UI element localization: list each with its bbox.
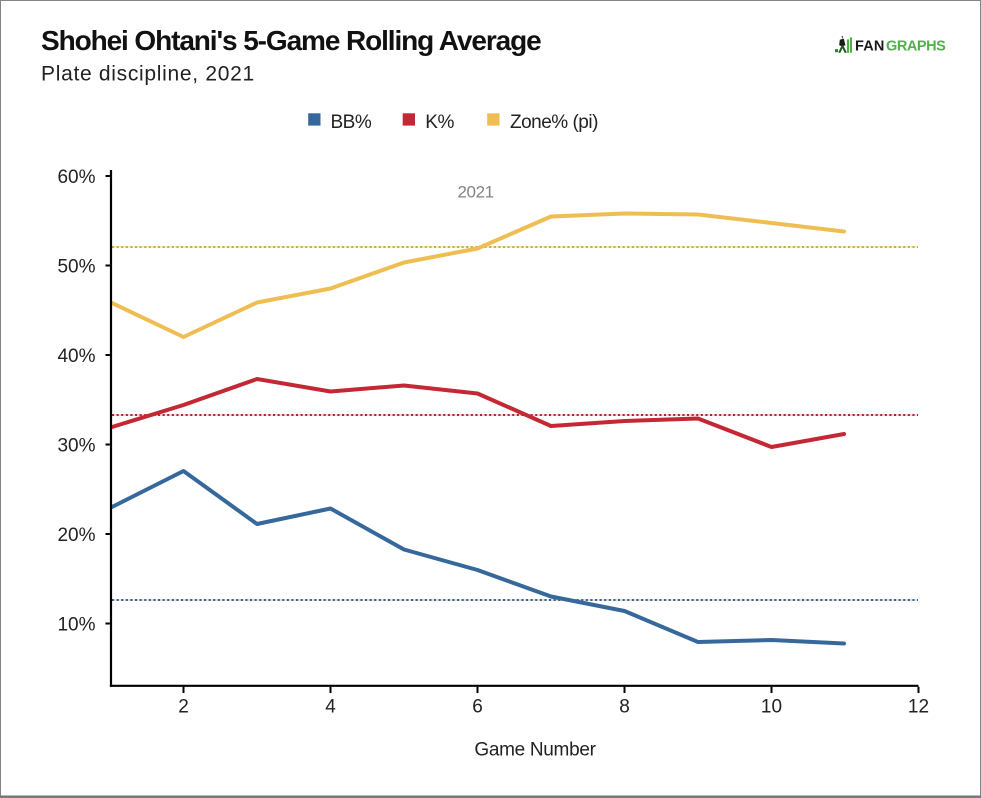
svg-text:K%: K% — [425, 112, 454, 133]
svg-text:GRAPHS: GRAPHS — [886, 39, 946, 55]
svg-text:8: 8 — [619, 697, 630, 718]
svg-text:10: 10 — [761, 697, 782, 718]
svg-text:BB%: BB% — [331, 112, 372, 133]
svg-text:6: 6 — [472, 697, 483, 718]
svg-text:Shohei Ohtani's 5-Game Rolling: Shohei Ohtani's 5-Game Rolling Average — [41, 25, 541, 56]
svg-text:12: 12 — [908, 697, 929, 718]
svg-text:50%: 50% — [57, 256, 95, 277]
svg-text:40%: 40% — [57, 346, 95, 367]
svg-text:2: 2 — [178, 697, 189, 718]
svg-text:2021: 2021 — [457, 183, 493, 202]
svg-text:60%: 60% — [57, 167, 95, 188]
svg-text:Plate discipline, 2021: Plate discipline, 2021 — [41, 63, 255, 86]
svg-text:10%: 10% — [57, 614, 95, 635]
svg-text:20%: 20% — [57, 525, 95, 546]
svg-text:30%: 30% — [57, 435, 95, 456]
svg-text:FAN: FAN — [855, 39, 885, 55]
svg-text:4: 4 — [325, 697, 336, 718]
svg-text:Zone% (pi): Zone% (pi) — [510, 112, 598, 133]
svg-text:Game Number: Game Number — [474, 740, 596, 761]
